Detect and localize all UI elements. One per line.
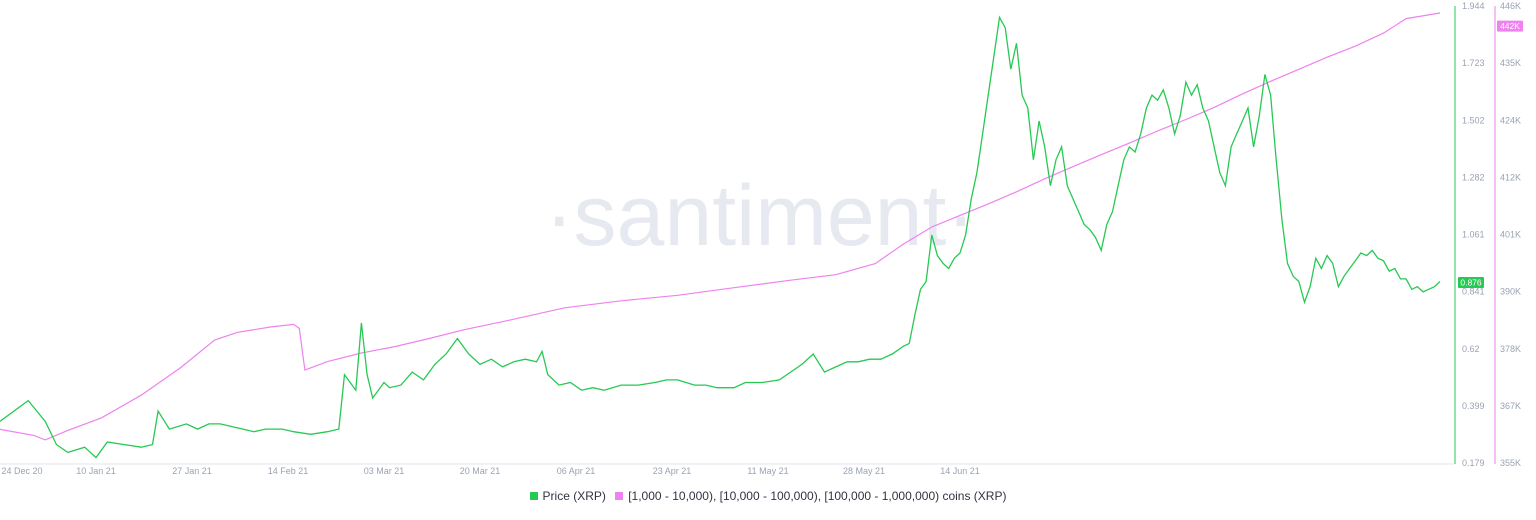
x-tick-label: 10 Jan 21 xyxy=(76,466,116,476)
legend-swatch-price xyxy=(529,492,538,500)
x-tick-label: 14 Jun 21 xyxy=(940,466,980,476)
price-tick-label: 0.399 xyxy=(1462,401,1485,411)
x-tick-label: 23 Apr 21 xyxy=(653,466,692,476)
x-tick-label: 28 May 21 xyxy=(843,466,885,476)
holders-tick-label: 412K xyxy=(1500,172,1521,182)
x-tick-label: 27 Jan 21 xyxy=(172,466,212,476)
x-tick-label: 03 Mar 21 xyxy=(364,466,405,476)
holders-tick-label: 435K xyxy=(1500,58,1521,68)
legend-swatch-holders xyxy=(615,492,624,500)
holders-tick-label: 355K xyxy=(1500,458,1521,468)
x-tick-label: 06 Apr 21 xyxy=(557,466,596,476)
legend-label-price: Price (XRP) xyxy=(542,489,606,503)
holders-tick-label: 390K xyxy=(1500,287,1521,297)
price-tick-label: 1.944 xyxy=(1462,1,1485,11)
legend-item-price[interactable]: Price (XRP) xyxy=(529,489,606,503)
x-tick-label: 24 Dec 20 xyxy=(1,466,42,476)
price-axis-ticks: 1.944 1.723 1.502 1.282 1.061 0.841 0.62 0.399 0… xyxy=(1462,1,1485,468)
holders-tick-label: 446K xyxy=(1500,1,1521,11)
santiment-watermark: ·santiment· xyxy=(545,168,975,264)
price-tick-label: 0.62 xyxy=(1462,344,1480,354)
holders-series-line xyxy=(0,12,1441,441)
current-price-badge: 0.876 xyxy=(1458,277,1484,289)
legend-label-holders: [1,000 - 10,000), [10,000 - 100,000), [1… xyxy=(628,489,1007,503)
price-series-line xyxy=(0,15,1441,459)
x-tick-label: 11 May 21 xyxy=(747,466,788,476)
price-tick-label: 0.179 xyxy=(1462,458,1485,468)
holders-axis-ticks: 446K 435K 424K 412K 401K 390K 378K 367K 355K xyxy=(1500,1,1521,468)
x-tick-label: 20 Mar 21 xyxy=(460,466,501,476)
legend-item-holders[interactable]: [1,000 - 10,000), [10,000 - 100,000), [1… xyxy=(615,489,1006,503)
price-tick-label: 1.502 xyxy=(1462,115,1485,125)
holders-tick-label: 401K xyxy=(1500,230,1521,240)
chart-legend: Price (XRP) [1,000 - 10,000), [10,000 - … xyxy=(0,489,1536,503)
holders-tick-label: 367K xyxy=(1500,401,1521,411)
holders-tick-label: 378K xyxy=(1500,344,1521,354)
current-holders-badge: 442K xyxy=(1497,20,1523,32)
x-axis-ticks: 24 Dec 20 10 Jan 21 27 Jan 21 14 Feb 21 03 M… xyxy=(1,466,979,476)
holders-tick-label: 424K xyxy=(1500,115,1521,125)
current-holders-label: 442K xyxy=(1500,21,1520,31)
price-tick-label: 0.841 xyxy=(1462,287,1485,297)
current-price-label: 0.876 xyxy=(1460,278,1482,288)
price-tick-label: 1.723 xyxy=(1462,58,1485,68)
price-tick-label: 1.282 xyxy=(1462,172,1485,182)
x-tick-label: 14 Feb 21 xyxy=(268,466,309,476)
price-tick-label: 1.061 xyxy=(1462,230,1485,240)
